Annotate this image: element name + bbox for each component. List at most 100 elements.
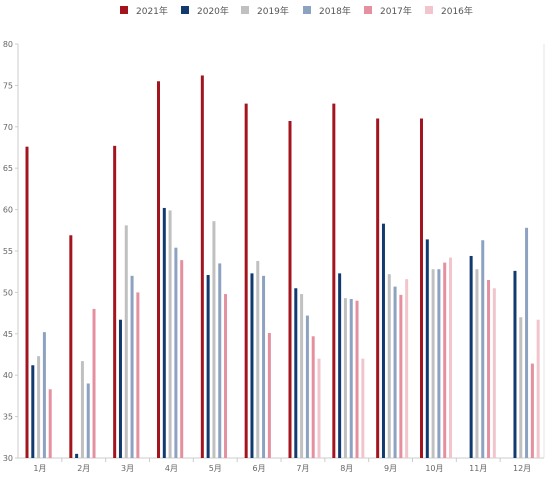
bar: [443, 262, 447, 458]
bar: [162, 207, 166, 458]
y-tick-label: 80: [3, 40, 13, 49]
bar: [69, 235, 73, 458]
bar: [519, 317, 523, 458]
axes: [15, 43, 545, 462]
legend-label: 2020年: [197, 6, 229, 17]
legend-label: 2021年: [136, 6, 168, 17]
x-tick-label: 7月: [296, 464, 309, 473]
x-tick-label: 1月: [33, 464, 46, 473]
legend-swatch: [181, 6, 189, 14]
x-tick-label: 4月: [165, 464, 178, 473]
bar: [118, 319, 122, 458]
legend-label: 2019年: [257, 6, 289, 17]
legend-item[interactable]: 2017年: [364, 3, 412, 17]
bar: [130, 275, 134, 458]
x-tick-label: 9月: [384, 464, 397, 473]
legend-swatch: [364, 6, 372, 14]
x-tick-label: 2月: [77, 464, 90, 473]
bar: [288, 121, 292, 458]
legend-label: 2016年: [441, 6, 473, 17]
x-tick-label: 3月: [121, 464, 134, 473]
bar: [437, 269, 441, 458]
bar: [536, 319, 540, 458]
bar: [180, 260, 184, 458]
bar: [80, 361, 84, 458]
legend-item[interactable]: 2018年: [303, 3, 351, 17]
bar: [305, 315, 309, 458]
legend-label: 2017年: [380, 6, 412, 17]
bar: [42, 332, 46, 458]
bar: [168, 210, 172, 458]
bar: [174, 247, 178, 458]
bar: [200, 75, 204, 459]
bar: [399, 294, 403, 458]
y-tick-label: 65: [3, 164, 13, 173]
bar: [224, 294, 228, 458]
bar: [48, 389, 52, 458]
bar: [206, 275, 210, 458]
y-tick-label: 45: [3, 330, 13, 339]
bar: [376, 118, 380, 459]
y-tick-label: 55: [3, 247, 13, 256]
legend-label: 2018年: [319, 6, 351, 17]
x-tick-label: 11月: [469, 464, 487, 473]
legend-item[interactable]: 2016年: [425, 3, 473, 17]
bar: [262, 275, 266, 458]
bar: [124, 225, 128, 458]
bars: [25, 75, 540, 459]
bar: [475, 269, 479, 458]
bar: [25, 146, 29, 458]
legend-item[interactable]: 2021年: [120, 3, 168, 17]
bar: [449, 257, 452, 458]
y-tick-label: 60: [3, 206, 13, 215]
bar: [157, 81, 160, 458]
legend-item[interactable]: 2020年: [181, 3, 229, 17]
bar: [244, 103, 248, 458]
y-tick-label: 35: [3, 413, 13, 422]
y-tick-label: 30: [3, 454, 13, 463]
bar: [420, 118, 423, 459]
y-tick-label: 50: [3, 288, 13, 297]
bar: [332, 103, 336, 458]
x-tick-label: 6月: [253, 464, 266, 473]
x-tick-label: 12月: [513, 464, 531, 473]
bar: [113, 145, 117, 458]
bar: [343, 298, 347, 458]
y-tick-label: 75: [3, 81, 13, 90]
bar: [294, 288, 298, 458]
bar: [487, 279, 491, 458]
bar: [349, 299, 353, 458]
bar: [300, 294, 304, 458]
bar: [381, 223, 385, 458]
bar: [481, 240, 485, 458]
bar: [317, 358, 321, 458]
bar: [469, 255, 473, 458]
bar: [218, 263, 222, 458]
bar: [525, 227, 529, 458]
bar: [37, 356, 41, 458]
bar: [136, 292, 140, 458]
legend-swatch: [425, 6, 433, 14]
bar: [338, 273, 342, 458]
bar: [311, 336, 315, 458]
legend-swatch: [303, 6, 311, 14]
bar: [387, 274, 391, 458]
bar: [86, 383, 90, 458]
bar: [92, 308, 96, 458]
bar: [405, 279, 409, 458]
bar: [530, 363, 534, 458]
legend-item[interactable]: 2019年: [241, 3, 289, 17]
legend-swatch: [120, 6, 128, 14]
bar: [250, 273, 254, 458]
x-tick-label: 10月: [425, 464, 443, 473]
x-tick-label: 5月: [209, 464, 222, 473]
bar: [425, 239, 429, 458]
x-tick-label: 8月: [340, 464, 353, 473]
bar: [256, 260, 260, 458]
y-tick-label: 40: [3, 371, 13, 380]
bar: [267, 332, 271, 458]
y-tick-label: 70: [3, 123, 13, 132]
bar: [431, 269, 435, 458]
